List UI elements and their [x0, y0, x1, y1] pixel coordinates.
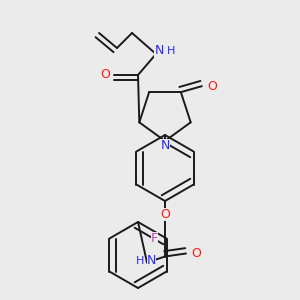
Text: H: H — [136, 256, 144, 266]
Text: O: O — [207, 80, 217, 93]
Text: N: N — [147, 254, 156, 268]
Text: O: O — [160, 208, 170, 221]
Text: F: F — [151, 232, 158, 245]
Text: O: O — [192, 247, 201, 260]
Text: N: N — [160, 139, 170, 152]
Text: O: O — [100, 68, 110, 82]
Text: H: H — [167, 46, 175, 56]
Text: N: N — [154, 44, 164, 58]
